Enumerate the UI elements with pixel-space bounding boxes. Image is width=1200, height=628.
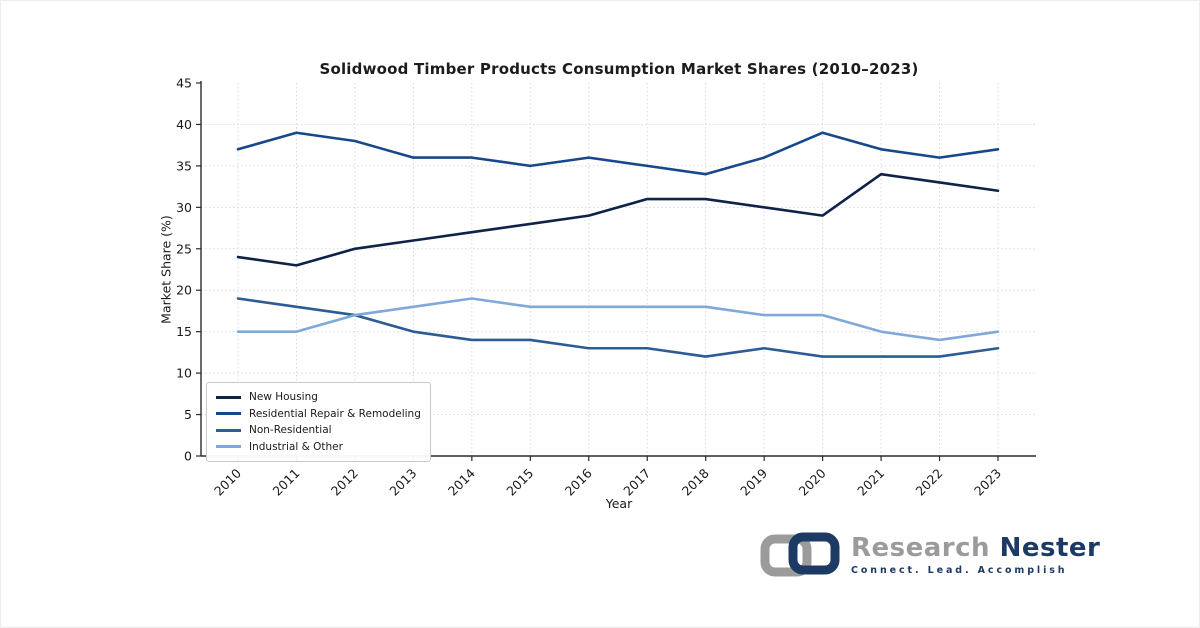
y-tick-label: 15 — [176, 324, 192, 339]
legend-label: Non-Residential — [249, 424, 332, 437]
brand-tagline: Connect. Lead. Accomplish — [851, 565, 1068, 576]
x-tick-label: 2016 — [562, 465, 595, 498]
legend-item: Residential Repair & Remodeling — [216, 406, 421, 423]
series-line-new-housing — [236, 172, 1000, 267]
legend-line-swatch — [216, 395, 241, 399]
x-tick-label: 2010 — [211, 465, 244, 498]
legend-item: Non-Residential — [216, 422, 421, 439]
x-axis-label: Year — [605, 496, 633, 511]
x-tick-label: 2011 — [269, 466, 302, 499]
y-tick-label: 35 — [176, 158, 192, 173]
chart-legend: New Housing Residential Repair & Remodel… — [206, 382, 431, 462]
brand-name-nester: Nester — [999, 533, 1101, 563]
legend-item: Industrial & Other — [216, 439, 421, 456]
x-tick-label: 2015 — [503, 466, 536, 499]
legend-label: Industrial & Other — [249, 440, 343, 453]
y-tick-label: 40 — [176, 117, 192, 132]
x-tick-label: 2012 — [328, 466, 361, 499]
y-tick-label: 10 — [176, 366, 192, 381]
x-tick-label: 2023 — [971, 466, 1004, 499]
x-tick-label: 2019 — [737, 465, 770, 498]
brand-name-research: Research — [851, 533, 991, 563]
x-tick-label: 2021 — [854, 466, 887, 499]
x-tick-label: 2014 — [445, 465, 478, 498]
series-line-residential-repair-remodeling — [236, 131, 1000, 176]
chart-title: Solidwood Timber Products Consumption Ma… — [319, 60, 919, 78]
legend-label: New Housing — [249, 391, 318, 404]
y-tick-label: 5 — [184, 407, 192, 422]
x-tick-label: 2013 — [386, 466, 419, 499]
legend-label: Residential Repair & Remodeling — [249, 407, 421, 420]
series-line-industrial-other — [236, 297, 1000, 342]
y-tick-label: 25 — [176, 241, 192, 256]
logo-text-block: Research Nester Connect. Lead. Accomplis… — [851, 534, 1100, 576]
legend-line-swatch — [216, 412, 241, 416]
y-tick-label: 45 — [176, 76, 192, 91]
brand-name: Research Nester — [851, 534, 1100, 562]
x-tick-label: 2020 — [796, 465, 829, 498]
research-nester-logo: Research Nester Connect. Lead. Accomplis… — [759, 529, 1100, 581]
legend-line-swatch — [216, 428, 241, 432]
y-tick-label: 30 — [176, 200, 192, 215]
legend-line-swatch — [216, 445, 241, 449]
y-tick-label: 20 — [176, 283, 192, 298]
legend-item: New Housing — [216, 389, 421, 406]
series-line-non-residential — [236, 297, 1000, 358]
x-tick-label: 2017 — [620, 466, 653, 499]
y-tick-label: 0 — [184, 449, 192, 464]
chain-link-icon — [760, 532, 840, 577]
x-tick-label: 2022 — [913, 466, 946, 499]
x-tick-label: 2018 — [679, 465, 712, 498]
